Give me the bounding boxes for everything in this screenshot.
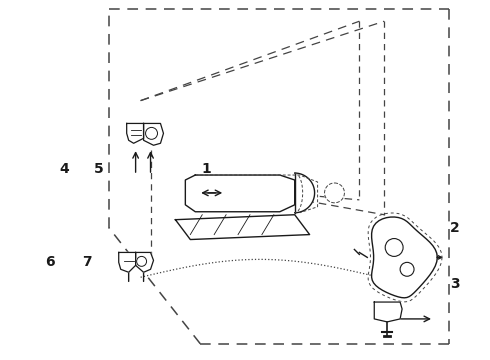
- Polygon shape: [371, 217, 437, 298]
- Polygon shape: [294, 173, 315, 213]
- Polygon shape: [136, 252, 153, 272]
- Polygon shape: [119, 252, 136, 272]
- Circle shape: [385, 239, 403, 256]
- Text: 6: 6: [45, 255, 55, 269]
- Circle shape: [400, 262, 414, 276]
- Circle shape: [146, 127, 157, 139]
- Circle shape: [137, 256, 147, 266]
- Circle shape: [324, 183, 344, 203]
- Polygon shape: [374, 302, 402, 322]
- Polygon shape: [185, 175, 294, 212]
- Text: 5: 5: [94, 162, 104, 176]
- Text: 4: 4: [60, 162, 70, 176]
- Text: 3: 3: [450, 276, 459, 291]
- Polygon shape: [175, 215, 310, 239]
- Text: 2: 2: [450, 221, 460, 235]
- Text: 7: 7: [82, 255, 92, 269]
- Text: 1: 1: [201, 162, 211, 176]
- Polygon shape: [144, 123, 164, 145]
- Polygon shape: [127, 123, 144, 143]
